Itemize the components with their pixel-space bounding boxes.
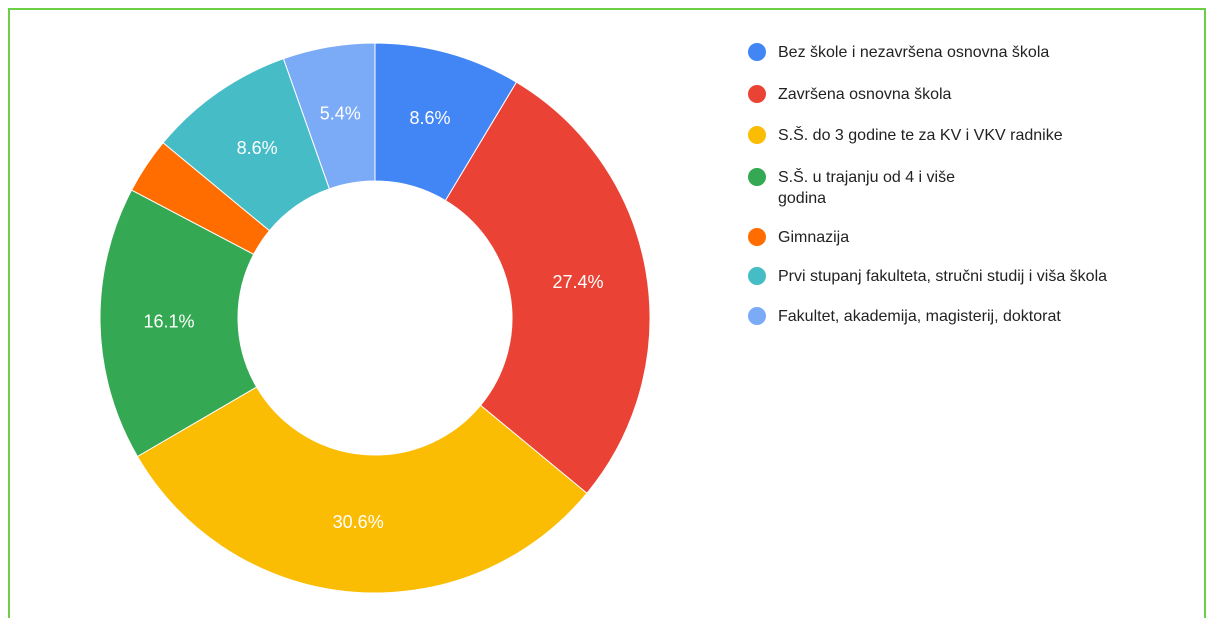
slice-label: 8.6% (409, 108, 450, 128)
legend-label: Prvi stupanj fakulteta, stručni studij i… (778, 268, 1108, 285)
legend-swatch (748, 228, 766, 246)
slice-label: 8.6% (237, 138, 278, 158)
legend-swatch (748, 307, 766, 325)
legend-item: S.Š. do 3 godine te za KV i VKV radnike (748, 125, 1208, 146)
slice (136, 386, 588, 594)
slice (99, 189, 258, 458)
slice-label: 30.6% (333, 512, 384, 532)
legend-swatch (748, 85, 766, 103)
legend-label: Bez škole i nezavršena osnovna škola (778, 44, 1050, 61)
slice (444, 81, 651, 494)
chart: 8.6% 27.4% 30.6% 16.1% 8.6% 5.4% (99, 42, 651, 594)
legend-item: Prvi stupanj fakulteta, stručni studij i… (748, 266, 1208, 287)
legend-item: S.Š. u trajanju od 4 i više godina (748, 167, 978, 209)
legend-swatch (748, 267, 766, 285)
legend-label: S.Š. u trajanju od 4 i više godina (778, 169, 955, 207)
legend-swatch (748, 43, 766, 61)
slice-label: 16.1% (144, 311, 195, 331)
legend-item: Fakultet, akademija, magisterij, doktora… (748, 306, 1208, 327)
legend-item: Bez škole i nezavršena osnovna škola (748, 42, 1208, 63)
legend-swatch (748, 126, 766, 144)
slice-label: 27.4% (553, 272, 604, 292)
legend-swatch (748, 168, 766, 186)
frame (8, 8, 1206, 618)
legend-label: Završena osnovna škola (778, 86, 952, 103)
slice-label: 5.4% (320, 104, 361, 124)
slice (282, 42, 376, 190)
legend-label: S.Š. do 3 godine te za KV i VKV radnike (778, 127, 1063, 144)
legend-item: Završena osnovna škola (748, 84, 1208, 105)
legend-item: Gimnazija (748, 227, 1208, 248)
legend-label: Fakultet, akademija, magisterij, doktora… (778, 308, 1061, 325)
legend-label: Gimnazija (778, 229, 850, 246)
